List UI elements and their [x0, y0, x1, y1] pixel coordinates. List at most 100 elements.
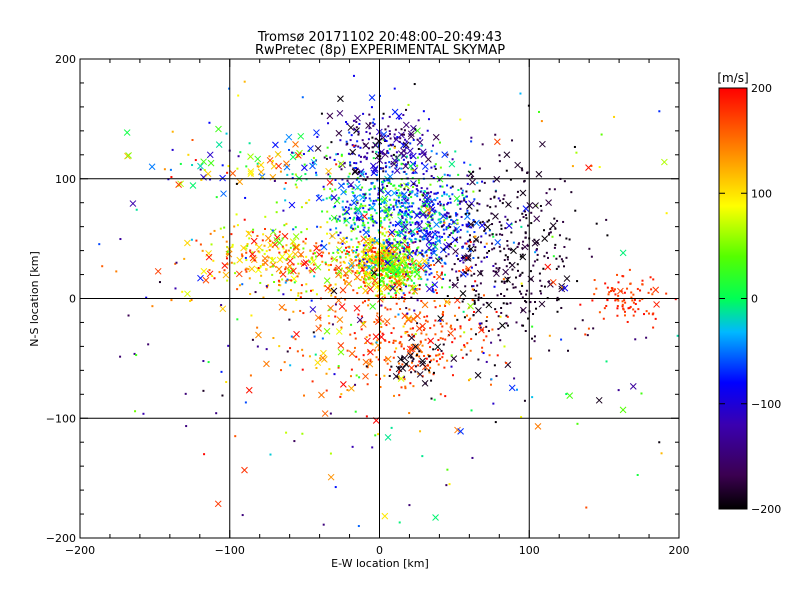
scatter-point — [470, 140, 473, 143]
scatter-cross — [372, 333, 380, 340]
scatter-point — [357, 264, 360, 267]
scatter-point — [383, 269, 386, 272]
scatter-point — [294, 173, 297, 176]
scatter-cross — [401, 354, 408, 362]
scatter-cross — [309, 162, 316, 170]
scatter-point — [352, 74, 355, 77]
scatter-cross — [271, 241, 279, 248]
scatter-point — [509, 178, 512, 181]
scatter-cross — [419, 360, 427, 368]
scatter-point — [651, 293, 654, 296]
scatter-point — [460, 348, 463, 351]
scatter-point — [115, 270, 118, 273]
scatter-point — [300, 206, 303, 209]
scatter-point — [370, 267, 373, 270]
scatter-point — [424, 273, 427, 276]
scatter-point — [463, 161, 466, 164]
scatter-point — [284, 199, 287, 202]
scatter-point — [477, 296, 480, 299]
scatter-point — [222, 236, 225, 239]
scatter-point — [379, 155, 382, 158]
scatter-cross — [519, 306, 527, 314]
scatter-point — [394, 291, 397, 294]
scatter-point — [381, 226, 384, 229]
scatter-point — [488, 354, 491, 357]
scatter-point — [348, 172, 351, 175]
scatter-point — [470, 409, 473, 412]
scatter-cross — [297, 132, 305, 140]
scatter-point — [289, 364, 292, 367]
scatter-point — [521, 296, 524, 299]
scatter-point — [287, 269, 290, 272]
scatter-point — [628, 268, 631, 271]
scatter-point — [341, 206, 344, 209]
scatter-point — [359, 174, 362, 177]
scatter-point — [351, 187, 354, 190]
scatter-point — [272, 336, 275, 339]
scatter-point — [530, 292, 533, 295]
scatter-point — [520, 225, 523, 228]
scatter-point — [435, 292, 438, 295]
scatter-cross — [330, 287, 338, 295]
scatter-point — [410, 168, 413, 171]
scatter-point — [436, 191, 439, 194]
scatter-point — [424, 382, 427, 385]
scatter-point — [445, 484, 448, 487]
scatter-point — [392, 205, 395, 208]
scatter-point — [296, 275, 299, 278]
scatter-point — [581, 319, 584, 322]
scatter-point — [367, 208, 370, 211]
scatter-point — [391, 261, 394, 264]
scatter-point — [398, 231, 401, 234]
scatter-point — [375, 356, 378, 359]
scatter-point — [470, 266, 473, 269]
scatter-point — [486, 220, 489, 223]
scatter-point — [365, 253, 368, 256]
scatter-cross — [302, 259, 310, 266]
scatter-cross — [204, 170, 212, 178]
scatter-point — [409, 215, 412, 218]
scatter-point — [367, 138, 370, 141]
scatter-cross — [661, 158, 668, 166]
scatter-point — [265, 348, 268, 351]
scatter-point — [404, 163, 407, 166]
scatter-point — [648, 312, 651, 315]
scatter-point — [302, 247, 305, 250]
scatter-point — [376, 258, 379, 261]
scatter-point — [316, 225, 319, 228]
scatter-point — [380, 326, 383, 329]
scatter-point — [341, 242, 344, 245]
scatter-point — [405, 221, 408, 224]
scatter-cross — [392, 372, 400, 380]
scatter-point — [482, 352, 485, 355]
scatter-cross — [521, 243, 529, 251]
scatter-point — [456, 203, 459, 206]
scatter-point — [434, 230, 437, 233]
scatter-point — [466, 230, 469, 233]
scatter-point — [337, 365, 340, 368]
scatter-point — [365, 266, 368, 269]
scatter-point — [376, 251, 379, 254]
scatter-point — [523, 210, 526, 213]
scatter-point — [372, 283, 375, 286]
scatter-point — [388, 280, 391, 283]
scatter-point — [405, 264, 408, 267]
scatter-point — [334, 315, 337, 318]
scatter-point — [299, 255, 302, 258]
scatter-cross — [365, 264, 373, 272]
scatter-point — [556, 299, 559, 302]
scatter-point — [289, 347, 292, 350]
scatter-point — [293, 246, 296, 249]
scatter-point — [381, 264, 384, 267]
scatter-cross — [356, 316, 364, 324]
scatter-point — [459, 118, 462, 121]
scatter-point — [521, 284, 524, 287]
scatter-point — [494, 421, 497, 424]
scatter-point — [429, 327, 432, 330]
scatter-point — [459, 259, 462, 262]
scatter-point — [500, 224, 503, 227]
scatter-point — [354, 410, 357, 413]
scatter-point — [471, 299, 474, 302]
scatter-point — [409, 223, 412, 226]
scatter-point — [352, 289, 355, 292]
